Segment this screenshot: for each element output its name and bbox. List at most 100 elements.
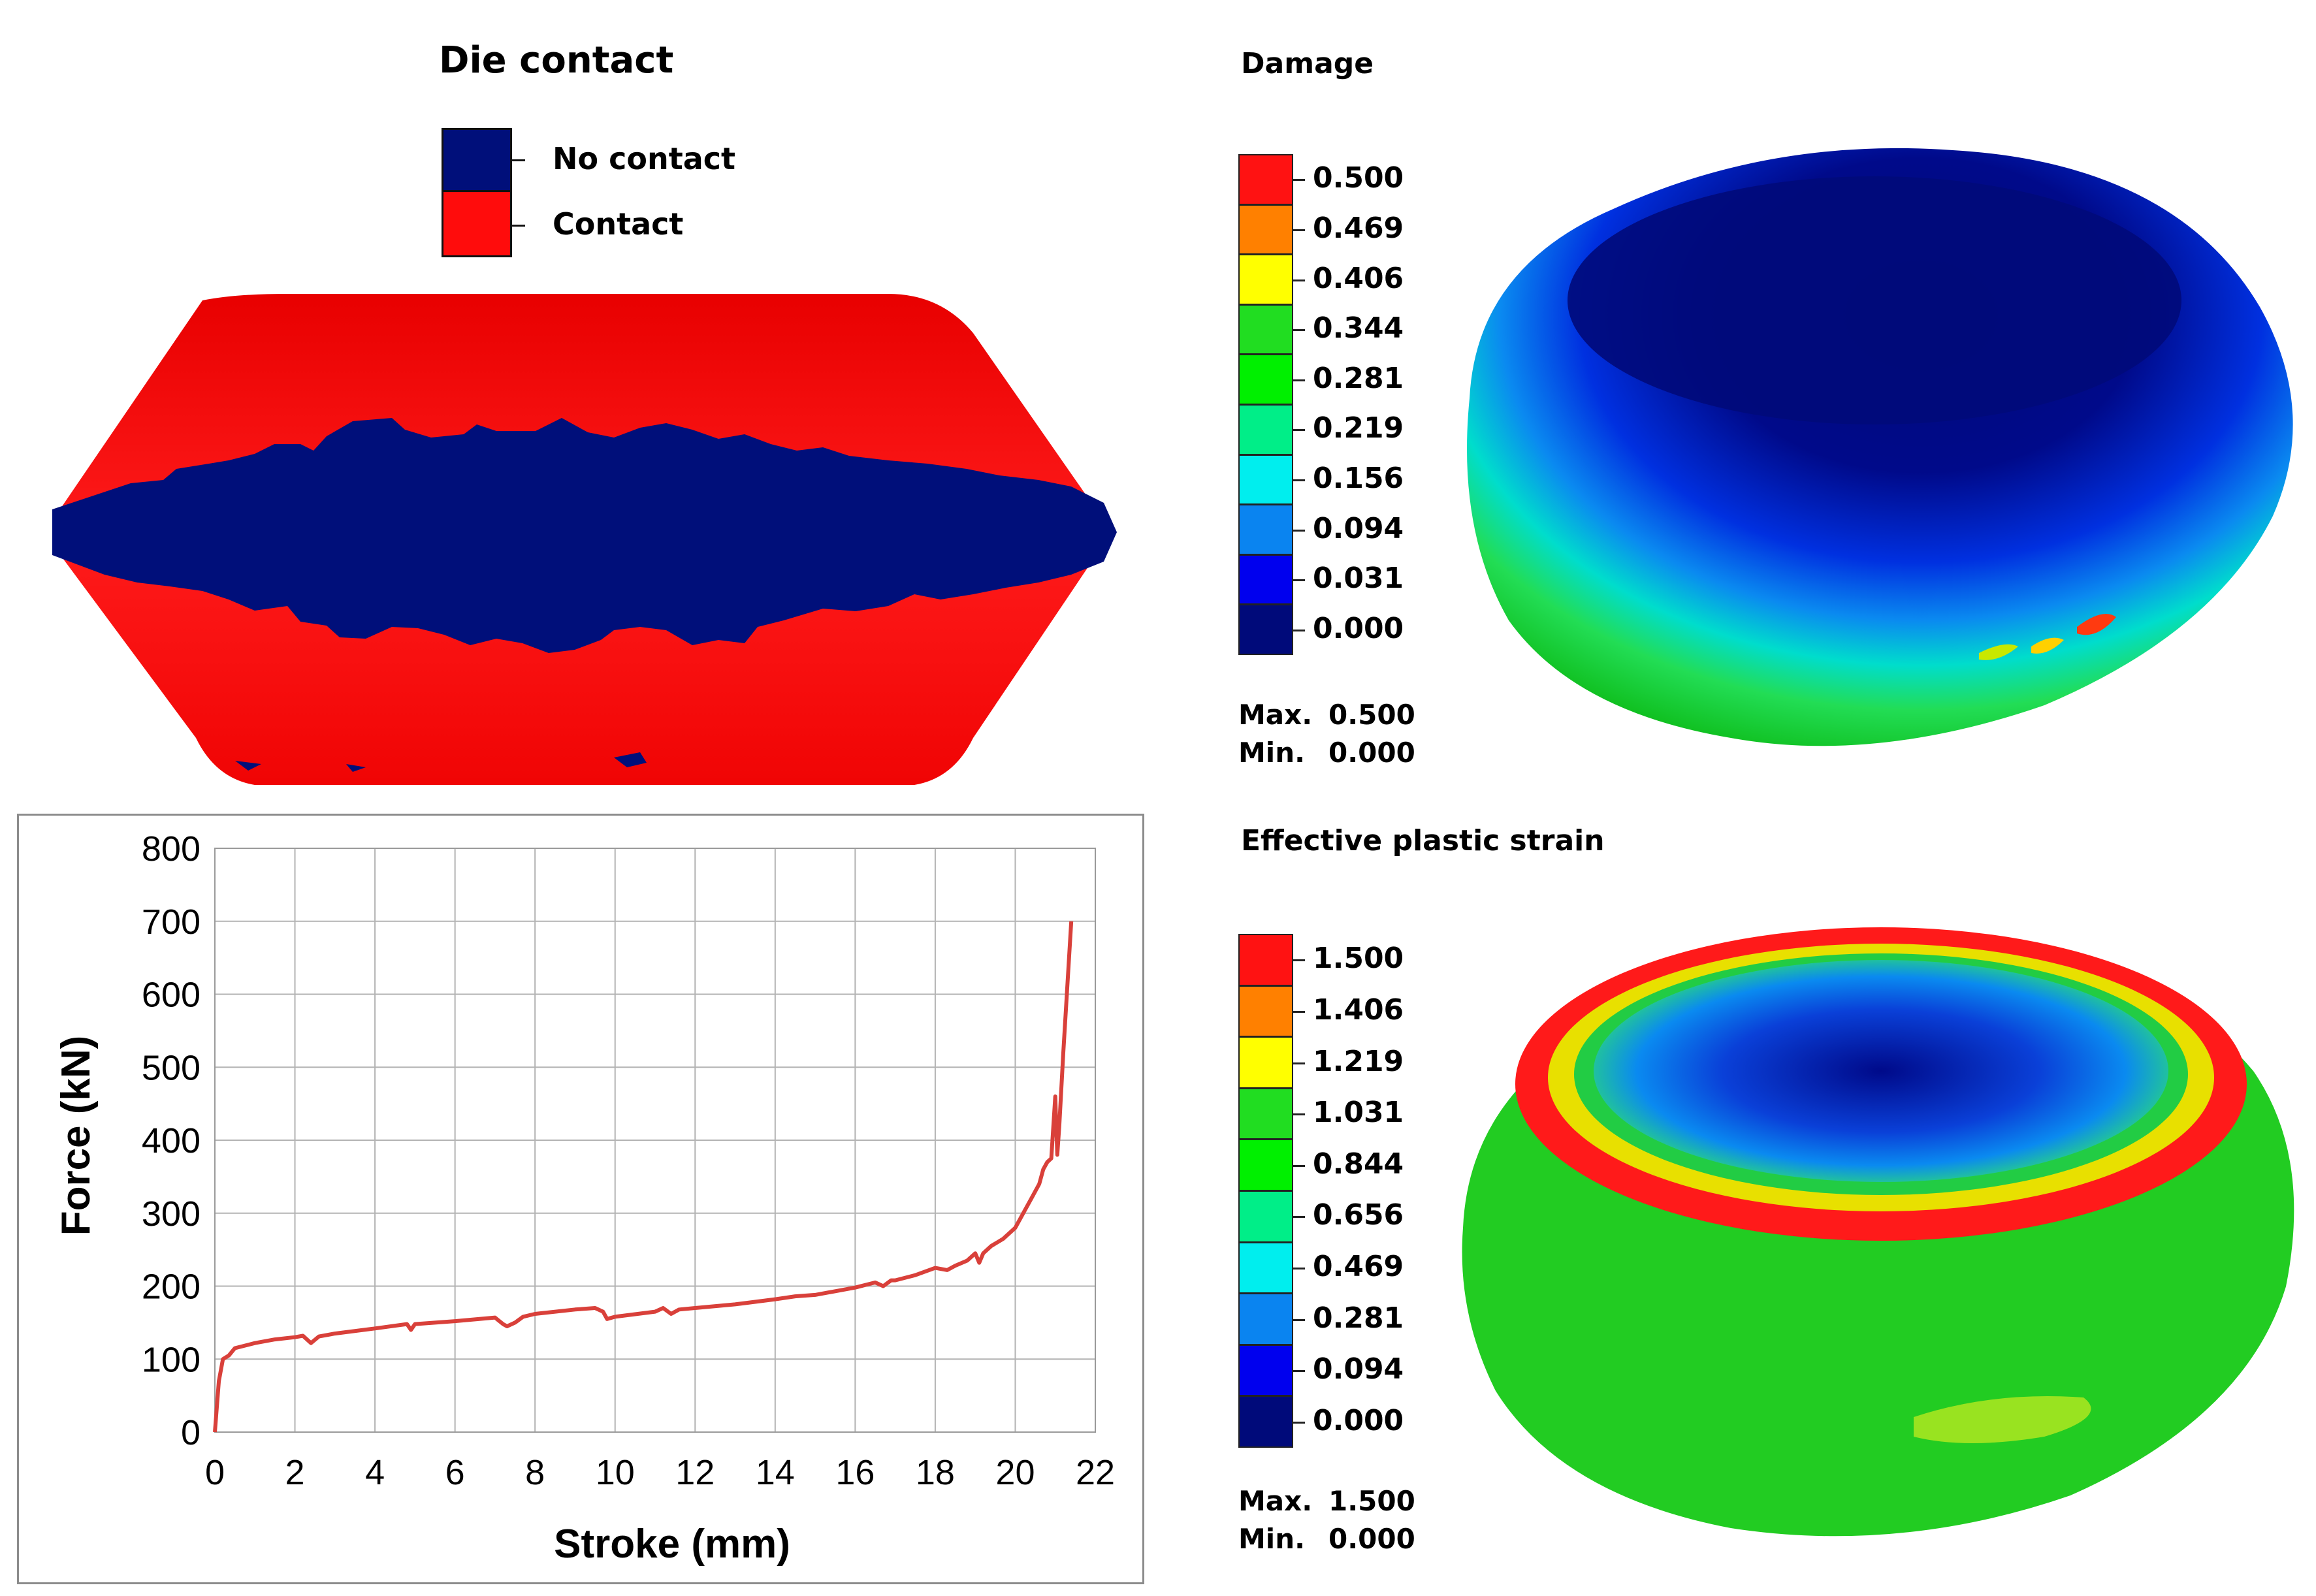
damage-scale-tick xyxy=(1293,429,1305,432)
damage-min-value: 0.000 xyxy=(1328,737,1415,769)
x-tick-label: 18 xyxy=(916,1453,955,1492)
damage-scale-swatch xyxy=(1238,204,1293,255)
x-tick-label: 8 xyxy=(525,1453,545,1492)
damage-workpiece-render xyxy=(1467,148,2293,746)
die-contact-title: Die contact xyxy=(439,39,674,82)
legend-tick xyxy=(512,159,525,161)
strain-scale-label: 1.406 xyxy=(1313,993,1404,1027)
workpiece-edge-spot xyxy=(346,764,366,772)
damage-scale-tick xyxy=(1293,329,1305,332)
plot-area-border xyxy=(214,848,1096,1433)
damage-scale-swatch xyxy=(1238,554,1293,605)
damage-scale-labels: 0.500 0.469 0.406 0.344 0.281 0.219 0.156 0.094… xyxy=(1293,154,1437,654)
strain-scale-swatch xyxy=(1238,1293,1293,1345)
damage-scale-swatch xyxy=(1238,304,1293,355)
y-tick-label: 800 xyxy=(142,829,201,869)
y-axis-title: Force (kN) xyxy=(54,1036,99,1236)
workpiece-edge-spot xyxy=(235,761,261,771)
strain-max-value: 1.500 xyxy=(1328,1485,1415,1517)
damage-hotspot xyxy=(2077,614,2116,635)
x-tick-label: 12 xyxy=(675,1453,715,1492)
damage-max-value: 0.500 xyxy=(1328,699,1415,731)
damage-scale-label: 0.344 xyxy=(1313,311,1404,345)
damage-title: Damage xyxy=(1241,47,1374,80)
damage-scale-label: 0.000 xyxy=(1313,611,1404,645)
strain-scale-swatch xyxy=(1238,1087,1293,1140)
strain-workpiece-render xyxy=(1462,927,2294,1537)
damage-scale-label: 0.281 xyxy=(1313,361,1404,395)
y-tick-label: 700 xyxy=(142,902,201,942)
damage-color-scale xyxy=(1238,154,1293,655)
legend-swatch-contact xyxy=(442,192,512,257)
strain-scale-swatch xyxy=(1238,1190,1293,1243)
chart-grid xyxy=(214,848,1096,1433)
damage-hotspot xyxy=(2031,637,2064,654)
x-tick-label: 4 xyxy=(365,1453,385,1492)
damage-scale-label: 0.406 xyxy=(1313,261,1404,295)
strain-scale-label: 1.500 xyxy=(1313,942,1404,976)
chart-series xyxy=(213,921,1074,1433)
x-tick-label: 14 xyxy=(756,1453,795,1492)
x-tick-label: 16 xyxy=(835,1453,875,1492)
damage-scale-tick xyxy=(1293,379,1305,381)
strain-scale-label: 0.656 xyxy=(1313,1198,1404,1232)
strain-scale-swatch xyxy=(1238,1139,1293,1191)
damage-scale-tick xyxy=(1293,229,1305,231)
y-tick-label: 300 xyxy=(142,1194,201,1234)
damage-hotspot xyxy=(1979,644,2018,660)
x-tick-label: 10 xyxy=(596,1453,635,1492)
strain-scale-tick xyxy=(1293,1421,1305,1424)
damage-top-face xyxy=(1568,176,2181,424)
damage-scale-label: 0.094 xyxy=(1313,511,1404,545)
legend-tick xyxy=(512,225,525,227)
y-tick-label: 400 xyxy=(142,1121,201,1160)
legend-swatch-no-contact xyxy=(442,128,512,192)
strain-scale-swatch xyxy=(1238,1036,1293,1089)
damage-scale-swatch xyxy=(1238,154,1293,205)
x-tick-label: 6 xyxy=(445,1453,465,1492)
legend-label-contact: Contact xyxy=(553,206,684,242)
strain-scale-swatch xyxy=(1238,1344,1293,1397)
strain-scale-swatch xyxy=(1238,1241,1293,1294)
strain-scale-tick xyxy=(1293,959,1305,962)
damage-max-label: Max. xyxy=(1238,699,1313,731)
strain-scale-labels: 1.500 1.406 1.219 1.031 0.844 0.656 0.469 0.281… xyxy=(1293,934,1437,1447)
damage-scale-tick xyxy=(1293,479,1305,481)
damage-min-label: Min. xyxy=(1238,737,1306,769)
die-contact-workpiece xyxy=(52,294,1117,785)
x-axis-title: Stroke (mm) xyxy=(554,1522,790,1567)
damage-scale-label: 0.031 xyxy=(1313,562,1404,596)
strain-scale-label: 0.469 xyxy=(1313,1249,1404,1283)
strain-scale-tick xyxy=(1293,1318,1305,1321)
strain-scale-swatch xyxy=(1238,985,1293,1038)
x-tick-label: 0 xyxy=(205,1453,225,1492)
damage-scale-label: 0.469 xyxy=(1313,211,1404,245)
damage-scale-label: 0.156 xyxy=(1313,461,1404,495)
strain-patch xyxy=(1914,1396,2091,1443)
strain-scale-label: 1.219 xyxy=(1313,1044,1404,1078)
y-tick-label: 200 xyxy=(142,1268,201,1307)
damage-scale-tick xyxy=(1293,529,1305,532)
chart-axes: 0 2 4 6 8 10 12 14 16 18 20 22 0 100 200 300 400 500 600 70… xyxy=(142,829,1115,1492)
strain-min-value: 0.000 xyxy=(1328,1523,1415,1555)
damage-scale-label: 0.500 xyxy=(1313,161,1404,195)
damage-scale-tick xyxy=(1293,629,1305,631)
strain-scale-label: 1.031 xyxy=(1313,1096,1404,1130)
workpiece-edge-spot xyxy=(614,752,647,767)
legend-label-no-contact: No contact xyxy=(553,141,736,176)
y-tick-label: 100 xyxy=(142,1340,201,1379)
y-tick-label: 0 xyxy=(181,1413,201,1452)
strain-scale-label: 0.094 xyxy=(1313,1352,1404,1386)
strain-scale-tick xyxy=(1293,1010,1305,1013)
strain-max-label: Max. xyxy=(1238,1485,1313,1517)
damage-scale-label: 0.219 xyxy=(1313,411,1404,445)
damage-scale-tick xyxy=(1293,579,1305,582)
damage-scale-swatch xyxy=(1238,454,1293,505)
strain-scale-swatch xyxy=(1238,1396,1293,1448)
strain-color-scale xyxy=(1238,934,1293,1448)
strain-scale-tick xyxy=(1293,1267,1305,1269)
damage-scale-tick xyxy=(1293,279,1305,281)
strain-scale-tick xyxy=(1293,1062,1305,1064)
damage-scale-swatch xyxy=(1238,254,1293,305)
force-stroke-chart-frame: 0 2 4 6 8 10 12 14 16 18 20 22 0 100 200 300 400 500 600 70… xyxy=(17,814,1144,1584)
